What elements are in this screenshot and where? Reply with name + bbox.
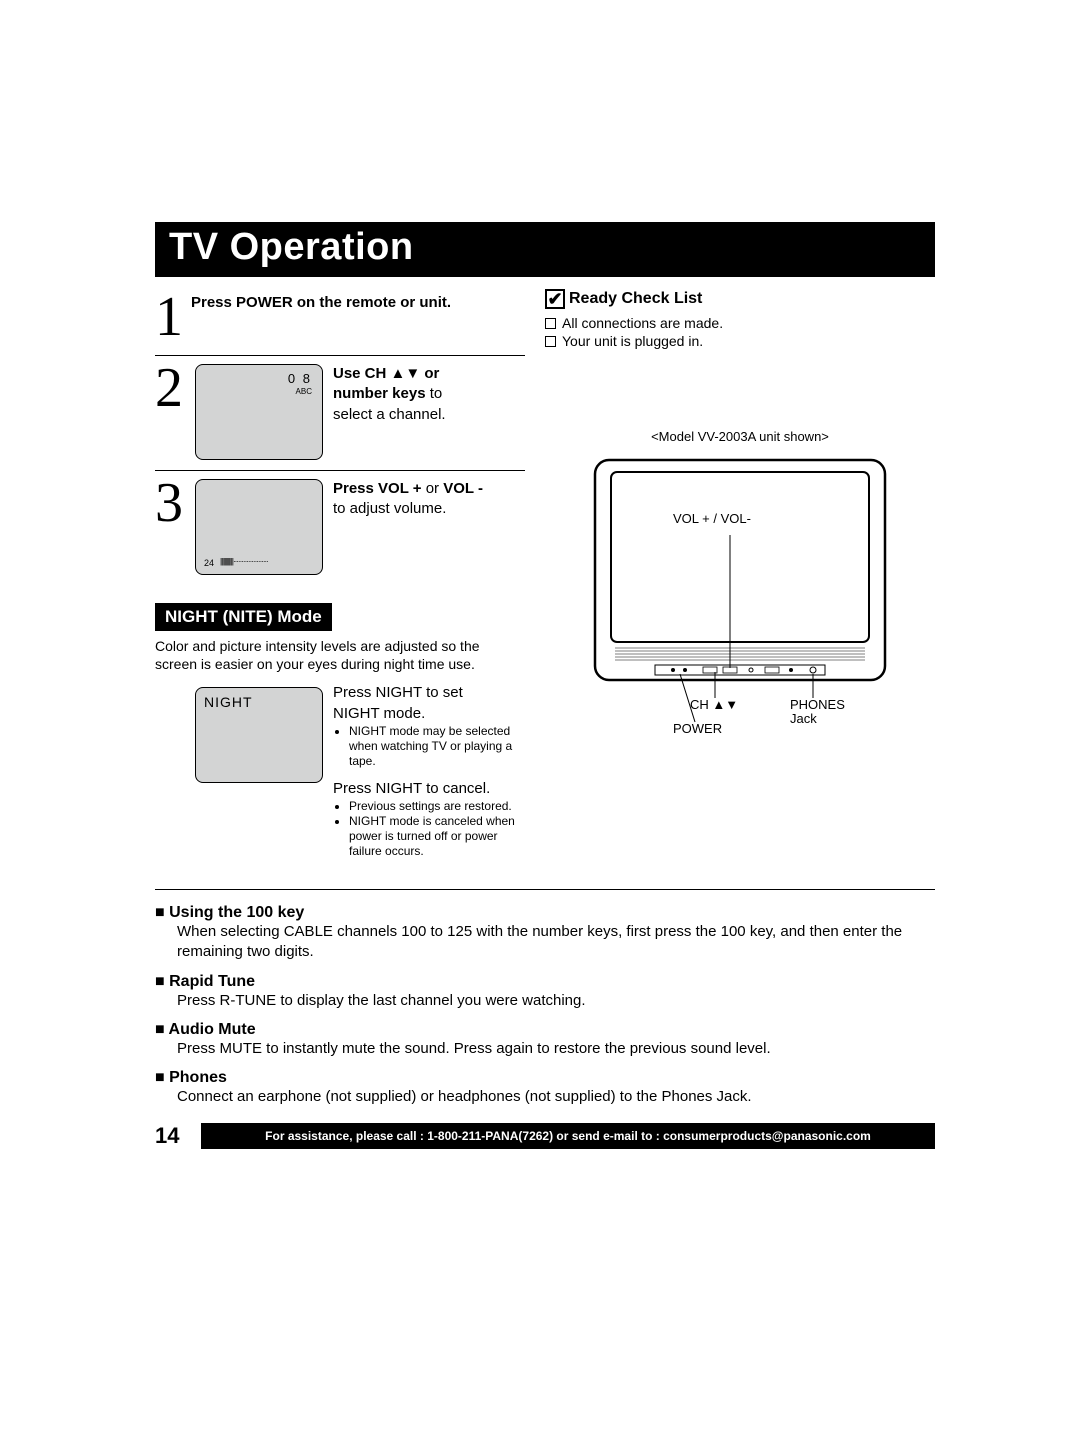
page-title: TV Operation bbox=[155, 222, 935, 277]
step-2-line3: select a channel. bbox=[333, 406, 446, 423]
step-2-line1: Use CH ▲▼ or bbox=[333, 365, 439, 382]
night-cancel-bullet-1: Previous settings are restored. bbox=[349, 799, 525, 814]
step-2-line2-tail: to bbox=[426, 385, 443, 402]
ready-item-2: Your unit is plugged in. bbox=[545, 333, 935, 349]
feature-body: Press R-TUNE to display the last channel… bbox=[177, 991, 935, 1011]
step-3-line1b: or bbox=[422, 480, 444, 497]
right-column: ✔ Ready Check List All connections are m… bbox=[545, 289, 935, 859]
feature-body: When selecting CABLE channels 100 to 125… bbox=[177, 922, 935, 963]
night-cancel-1b: to cancel. bbox=[422, 780, 490, 797]
ready-item-1: All connections are made. bbox=[545, 315, 935, 331]
channel-sub: ABC bbox=[296, 387, 312, 396]
ready-title: Ready Check List bbox=[569, 290, 702, 308]
night-set-1b: to set bbox=[422, 684, 463, 701]
feature-heading: Audio Mute bbox=[155, 1021, 935, 1039]
step-1-text: Press POWER on the remote or unit. bbox=[191, 294, 451, 311]
night-set-2: NIGHT mode. bbox=[333, 705, 425, 722]
label-phones-2: Jack bbox=[790, 711, 817, 726]
feature-rapid-tune: Rapid Tune Press R-TUNE to display the l… bbox=[155, 973, 935, 1011]
feature-phones: Phones Connect an earphone (not supplied… bbox=[155, 1069, 935, 1107]
checkbox-icon bbox=[545, 318, 556, 329]
label-ch: CH ▲▼ bbox=[690, 698, 738, 712]
label-vol: VOL + / VOL- bbox=[673, 512, 751, 526]
step-2-line2: number keys bbox=[333, 385, 426, 402]
step-3-line1a: Press VOL + bbox=[333, 480, 422, 497]
step-1: 1 Press POWER on the remote or unit. bbox=[155, 289, 525, 345]
night-description: Color and picture intensity levels are a… bbox=[155, 637, 525, 673]
step-2: 2 0 8 ABC Use CH ▲▼ or number keys to se… bbox=[155, 355, 525, 460]
night-set-1a: Press NIGHT bbox=[333, 684, 422, 701]
step-3-line2: to adjust volume. bbox=[333, 500, 446, 517]
night-set-bullet: NIGHT mode may be selected when watching… bbox=[349, 724, 525, 769]
label-power: POWER bbox=[673, 722, 722, 736]
ready-check-heading: ✔ Ready Check List bbox=[545, 289, 935, 309]
label-phones-1: PHONES bbox=[790, 697, 845, 712]
checkmark-icon: ✔ bbox=[545, 289, 565, 309]
divider bbox=[155, 889, 935, 890]
night-row: NIGHT Press NIGHT to set NIGHT mode. NIG… bbox=[155, 683, 525, 859]
channel-number: 0 8 bbox=[288, 371, 312, 386]
page-footer: 14 For assistance, please call : 1-800-2… bbox=[155, 1123, 935, 1149]
step-number: 1 bbox=[155, 289, 191, 345]
step-3: 3 24 ||||||||||||····················· P… bbox=[155, 470, 525, 575]
night-cancel-1a: Press NIGHT bbox=[333, 780, 422, 797]
feature-body: Press MUTE to instantly mute the sound. … bbox=[177, 1039, 935, 1059]
feature-audio-mute: Audio Mute Press MUTE to instantly mute … bbox=[155, 1021, 935, 1059]
tv-screen-channel: 0 8 ABC bbox=[195, 364, 323, 460]
tv-diagram: VOL + / VOL- CH ▲▼ PHONES Jack POWER bbox=[565, 450, 915, 740]
feature-heading: Phones bbox=[155, 1069, 935, 1087]
night-cancel-bullet-2: NIGHT mode is canceled when power is tur… bbox=[349, 814, 525, 859]
assistance-bar: For assistance, please call : 1-800-211-… bbox=[201, 1123, 935, 1149]
step-number: 3 bbox=[155, 475, 191, 531]
tv-screen-night: NIGHT bbox=[195, 687, 323, 783]
feature-100-key: Using the 100 key When selecting CABLE c… bbox=[155, 904, 935, 963]
night-screen-label: NIGHT bbox=[204, 694, 253, 710]
steps-column: 1 Press POWER on the remote or unit. 2 0… bbox=[155, 289, 525, 859]
step-3-line1c: VOL - bbox=[443, 480, 483, 497]
checkbox-icon bbox=[545, 336, 556, 347]
tv-screen-volume: 24 ||||||||||||····················· bbox=[195, 479, 323, 575]
feature-body: Connect an earphone (not supplied) or he… bbox=[177, 1087, 935, 1107]
night-section-title: NIGHT (NITE) Mode bbox=[155, 603, 332, 631]
feature-heading: Rapid Tune bbox=[155, 973, 935, 991]
page-number: 14 bbox=[155, 1123, 201, 1149]
volume-bar: ||||||||||||····················· bbox=[220, 557, 268, 566]
feature-heading: Using the 100 key bbox=[155, 904, 935, 922]
volume-number: 24 bbox=[204, 558, 214, 568]
step-number: 2 bbox=[155, 360, 191, 416]
model-caption: <Model VV-2003A unit shown> bbox=[545, 429, 935, 444]
